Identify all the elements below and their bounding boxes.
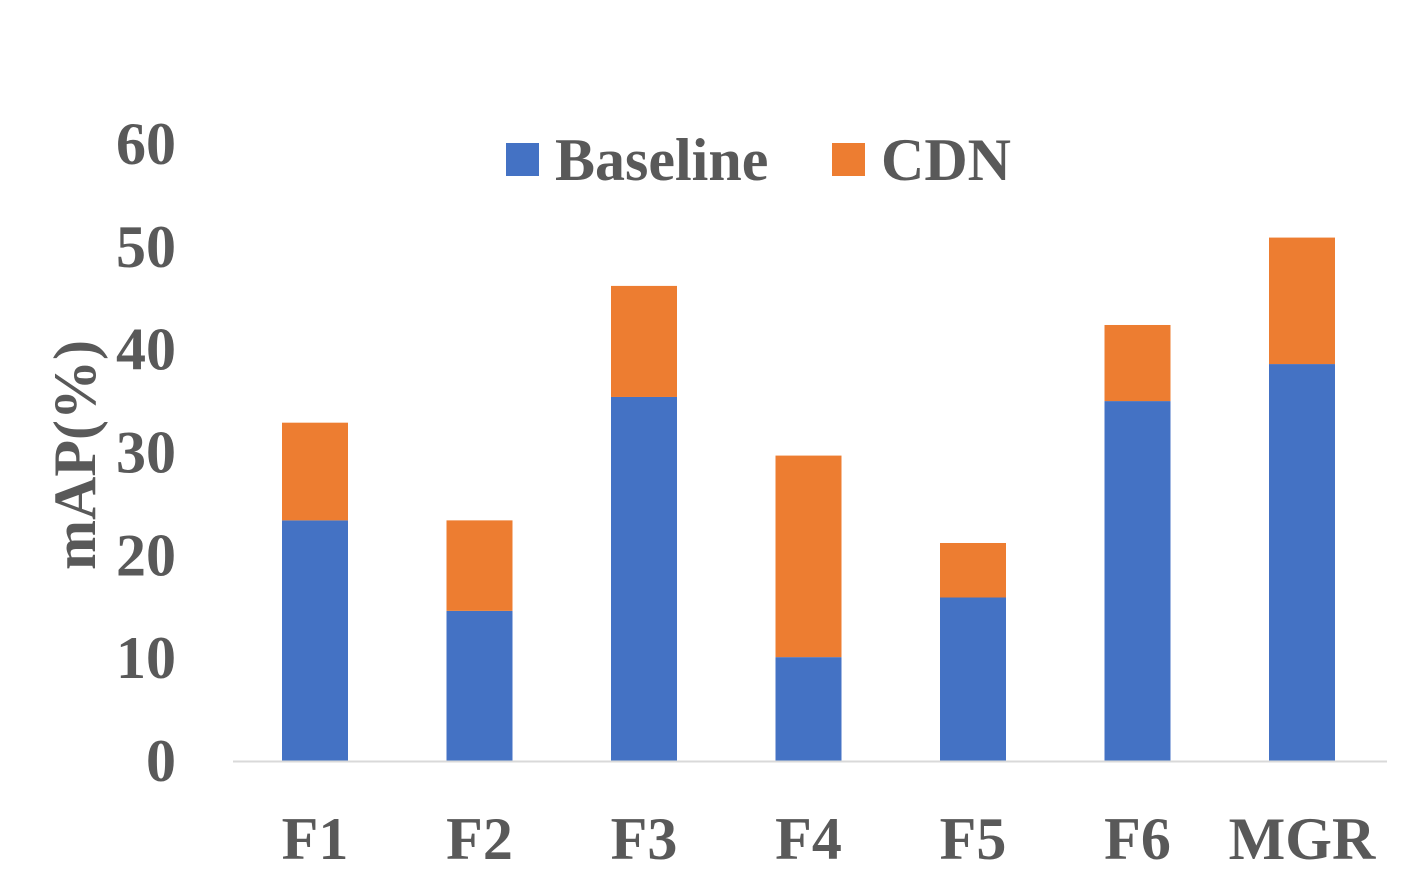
y-tick-label: 10 [116, 625, 176, 691]
bar-baseline-f5 [940, 597, 1006, 761]
y-tick-label: 40 [116, 317, 176, 383]
bar-cdn-f4 [775, 455, 842, 658]
y-tick-label: 60 [116, 111, 176, 177]
bar-cdn-f6 [1104, 324, 1171, 402]
bar-cdn-mgr [1269, 237, 1335, 365]
bar-baseline-f2 [446, 610, 513, 761]
bar-cdn-f1 [282, 422, 348, 521]
legend-swatch-cdn [832, 143, 865, 176]
bar-baseline-mgr [1269, 364, 1335, 761]
x-tick-label: F5 [940, 806, 1007, 872]
y-tick-label: 0 [146, 728, 176, 794]
bar-baseline-f4 [775, 657, 842, 761]
bar-cdn-f3 [611, 285, 677, 397]
bar-cdn-f2 [446, 520, 513, 611]
x-tick-label: F6 [1104, 806, 1171, 872]
y-axis-tick-labels: 0 10 20 30 40 50 60 [116, 111, 176, 794]
legend-swatch-baseline [506, 143, 539, 176]
x-tick-label: F2 [446, 806, 513, 872]
bar-baseline-f1 [282, 520, 348, 761]
x-axis-tick-labels: F1 F2 F3 F4 F5 F6 MGR [282, 806, 1376, 872]
legend: Baseline CDN [506, 127, 1011, 193]
bar-cdn-f5 [940, 542, 1006, 598]
x-tick-label: F3 [611, 806, 678, 872]
bars [282, 237, 1335, 761]
y-tick-label: 30 [116, 420, 176, 486]
legend-label-baseline: Baseline [555, 127, 768, 193]
y-tick-label: 20 [116, 522, 176, 588]
x-tick-label: F4 [775, 806, 842, 872]
bar-baseline-f3 [611, 396, 677, 761]
y-tick-label: 50 [116, 214, 176, 280]
bar-baseline-f6 [1104, 401, 1171, 761]
y-axis-label: mAP(%) [42, 340, 108, 570]
legend-label-cdn: CDN [881, 127, 1011, 193]
x-tick-label: MGR [1229, 806, 1376, 872]
x-tick-label: F1 [282, 806, 349, 872]
